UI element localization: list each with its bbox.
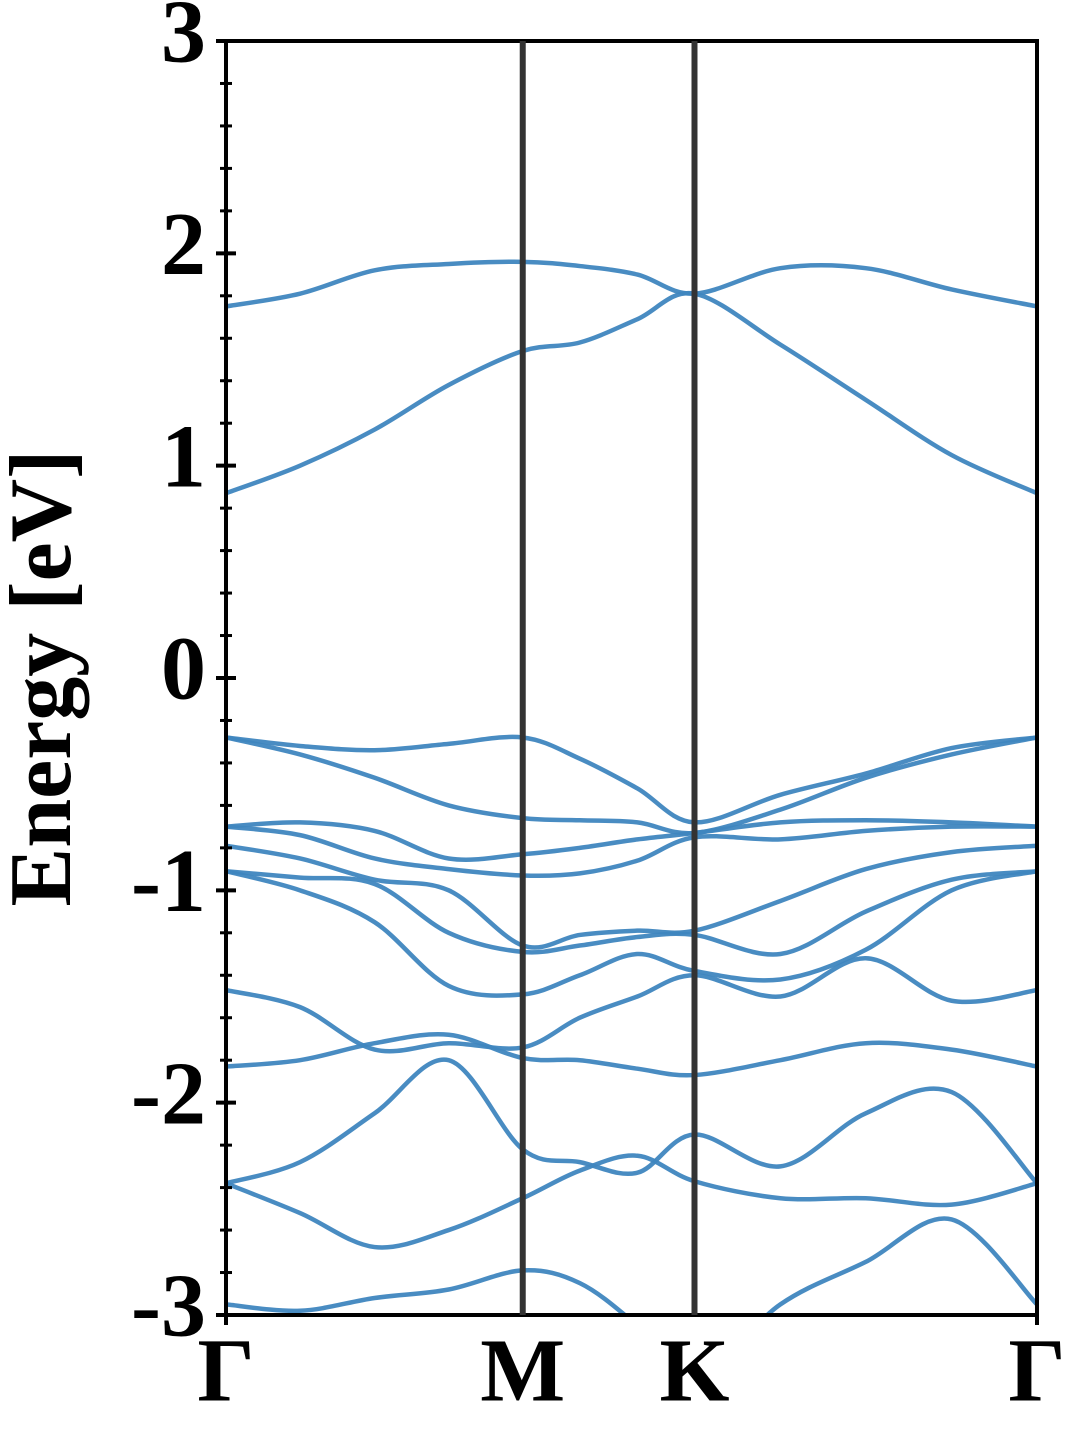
- x-tick-label: Γ: [197, 1322, 254, 1421]
- band-line: [226, 869, 1037, 998]
- band-line: [226, 956, 1037, 1054]
- band-line: [226, 290, 1037, 496]
- y-tick-label: 3: [161, 0, 206, 82]
- plot-frame: [224, 39, 1039, 1317]
- y-tick-label: 0: [161, 620, 206, 719]
- band-line: [226, 259, 1037, 309]
- band-line: [226, 1031, 1037, 1078]
- band-line: [226, 1153, 1037, 1250]
- band-line: [226, 734, 1037, 825]
- x-tick-label: M: [480, 1322, 565, 1421]
- band-line: [226, 1057, 1037, 1186]
- y-tick-label: -1: [131, 832, 206, 931]
- y-tick-label: -2: [131, 1044, 206, 1143]
- band-line: [226, 824, 1037, 879]
- band-line: [226, 868, 1037, 957]
- band-line: [226, 818, 1037, 862]
- y-tick-label: -3: [131, 1257, 206, 1356]
- y-tick-label: 2: [161, 195, 206, 294]
- band-line: [226, 1216, 1037, 1315]
- x-tick-label: Γ: [1008, 1322, 1065, 1421]
- band-line: [226, 735, 1037, 836]
- band-line: [226, 843, 1037, 950]
- y-tick-label: 1: [161, 407, 206, 506]
- x-tick-label: K: [659, 1322, 729, 1421]
- plot-area: [226, 259, 1037, 1315]
- y-axis-label: Energy [eV]: [0, 450, 90, 907]
